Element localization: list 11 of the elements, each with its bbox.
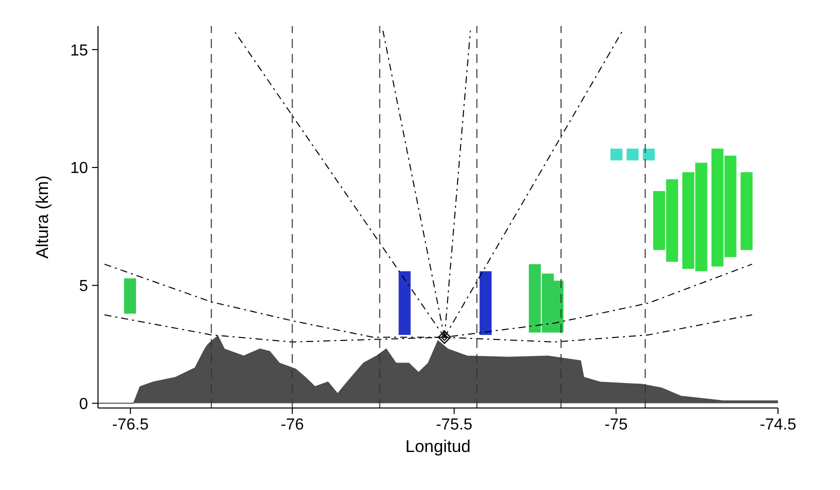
y-tick-label: 5 bbox=[79, 278, 88, 296]
y-tick-label: 10 bbox=[70, 160, 88, 178]
x-tick-label: -74.5 bbox=[760, 416, 796, 434]
x-tick-label: -75 bbox=[604, 416, 628, 434]
y-axis-title: Altura (km) bbox=[33, 175, 52, 259]
x-tick-label: -76.5 bbox=[112, 416, 149, 434]
y-tick-label: 15 bbox=[70, 42, 88, 60]
y-tick-label: 0 bbox=[79, 396, 88, 413]
x-tick-label: -75.5 bbox=[436, 416, 473, 434]
x-tick-label: -76 bbox=[280, 416, 304, 434]
x-axis-title: Longitud bbox=[405, 437, 471, 456]
